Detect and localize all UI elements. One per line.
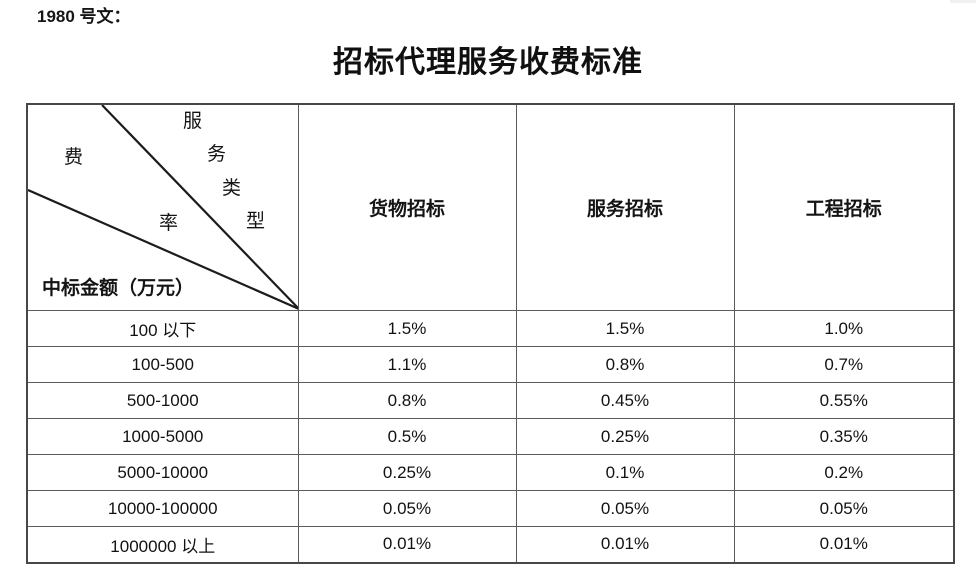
column-header-goods: 货物招标 <box>297 103 517 311</box>
col-axis-char: 类 <box>222 178 242 199</box>
table-row: 1000-5000 0.5% 0.25% 0.35% <box>26 418 955 455</box>
page-title: 招标代理服务收费标准 <box>333 46 643 79</box>
diagonal-header-cell: 服 务 类 型 费 率 中标金额（万元） <box>26 103 299 311</box>
row-axis-label: 中标金额（万元） <box>42 278 195 299</box>
fee-value: 1.5% <box>515 310 735 347</box>
row-label: 1000000 以上 <box>26 526 299 563</box>
table-header-row: 服 务 类 型 费 率 中标金额（万元） 货物招标 服务招标 工程招标 <box>26 103 955 311</box>
col-axis-char: 服 <box>183 111 203 132</box>
column-header-service: 服务招标 <box>515 103 735 311</box>
col-axis-char: 务 <box>207 144 227 165</box>
row-label: 100-500 <box>26 346 299 383</box>
diagonal-header-content: 服 务 类 型 费 率 中标金额（万元） <box>28 105 297 310</box>
fee-value: 1.5% <box>297 310 517 347</box>
row-label: 500-1000 <box>26 382 299 419</box>
column-header-engineering: 工程招标 <box>733 103 955 311</box>
row-label: 100 以下 <box>26 310 299 347</box>
fee-value: 0.1% <box>515 454 735 491</box>
table-row: 5000-10000 0.25% 0.1% 0.2% <box>26 454 955 491</box>
fee-value: 0.25% <box>297 454 517 491</box>
fee-value: 0.05% <box>515 490 735 527</box>
fee-value: 0.01% <box>297 526 517 563</box>
row-label: 5000-10000 <box>26 454 299 491</box>
fee-value: 0.35% <box>733 418 955 455</box>
window-edge-artifact <box>950 0 976 3</box>
fee-value: 0.01% <box>515 526 735 563</box>
diagonal-split-lines <box>28 105 297 310</box>
fee-standard-table: 服 务 类 型 费 率 中标金额（万元） 货物招标 服务招标 工程招标 100 … <box>26 103 955 564</box>
fee-value: 0.25% <box>515 418 735 455</box>
fee-value: 0.2% <box>733 454 955 491</box>
row-label: 1000-5000 <box>26 418 299 455</box>
row-axis-char: 率 <box>159 213 179 234</box>
row-label: 10000-100000 <box>26 490 299 527</box>
col-axis-char: 型 <box>246 211 266 232</box>
table-row: 10000-100000 0.05% 0.05% 0.05% <box>26 490 955 527</box>
fee-value: 1.0% <box>733 310 955 347</box>
fee-value: 0.01% <box>733 526 955 563</box>
table-row: 100 以下 1.5% 1.5% 1.0% <box>26 310 955 347</box>
doc-number: 1980 号文： <box>37 7 131 26</box>
fee-value: 0.8% <box>297 382 517 419</box>
row-axis-char: 费 <box>64 147 84 168</box>
fee-value: 0.5% <box>297 418 517 455</box>
table-row: 500-1000 0.8% 0.45% 0.55% <box>26 382 955 419</box>
fee-value: 0.45% <box>515 382 735 419</box>
fee-value: 1.1% <box>297 346 517 383</box>
fee-value: 0.05% <box>733 490 955 527</box>
fee-value: 0.8% <box>515 346 735 383</box>
table-row: 1000000 以上 0.01% 0.01% 0.01% <box>26 526 955 563</box>
table-row: 100-500 1.1% 0.8% 0.7% <box>26 346 955 383</box>
fee-value: 0.7% <box>733 346 955 383</box>
fee-value: 0.05% <box>297 490 517 527</box>
fee-value: 0.55% <box>733 382 955 419</box>
